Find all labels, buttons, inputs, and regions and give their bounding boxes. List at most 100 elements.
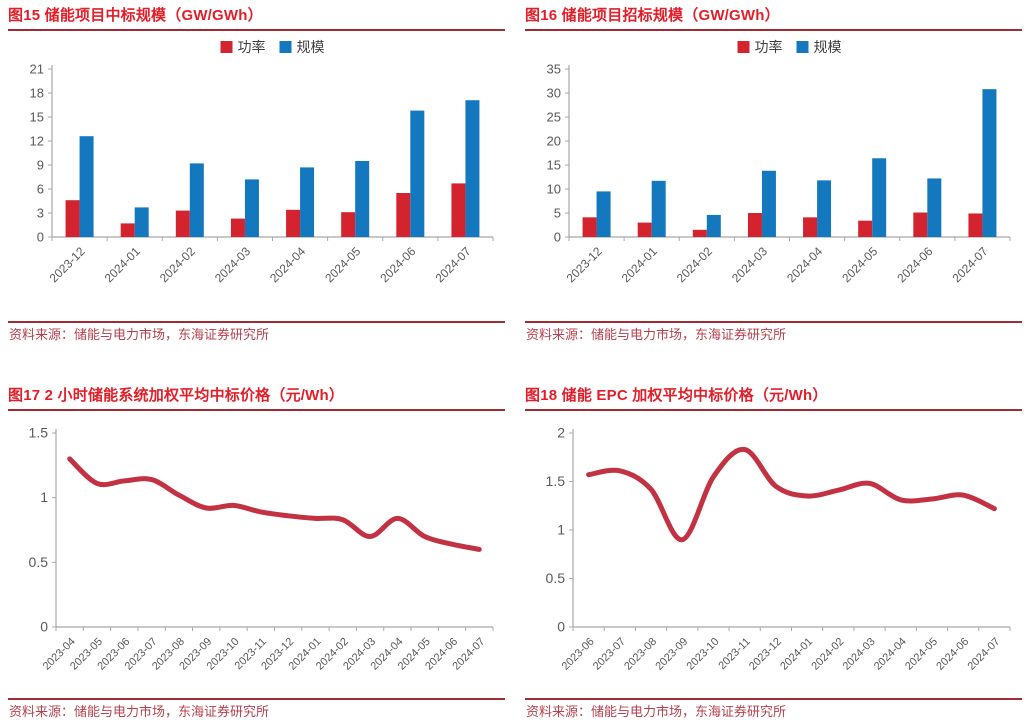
svg-text:功率: 功率 [755, 39, 783, 55]
bar-功率-2024-05 [341, 212, 356, 237]
bar-功率-2024-07 [968, 213, 983, 237]
svg-text:0: 0 [554, 230, 561, 245]
svg-text:2024-03: 2024-03 [729, 244, 770, 285]
price-line-series [586, 446, 997, 543]
svg-text:2024-02: 2024-02 [157, 244, 198, 285]
svg-text:15: 15 [547, 158, 561, 173]
bar-功率-2024-02 [692, 229, 707, 237]
fig16-source-divider [525, 321, 1022, 323]
bar-规模-2024-04 [817, 180, 832, 237]
fig17-source-note: 资料来源：储能与电力市场，东海证券研究所 [9, 704, 270, 719]
svg-text:0: 0 [557, 619, 565, 635]
line-chart-svg: 00.511.522023-062023-072023-082023-09202… [546, 425, 1011, 673]
svg-text:1.5: 1.5 [29, 425, 49, 441]
bar-功率-2024-04 [286, 209, 301, 237]
bar-规模-2023-12 [596, 191, 611, 237]
svg-text:2024-04: 2024-04 [784, 244, 825, 285]
svg-text:0: 0 [37, 230, 44, 245]
fig18-title: 图18 储能 EPC 加权平均中标价格（元/Wh） [525, 387, 828, 404]
svg-text:30: 30 [547, 86, 561, 101]
svg-text:2023-12: 2023-12 [747, 636, 784, 673]
bar-规模-2024-05 [355, 161, 370, 237]
bar-规模-2024-01 [134, 207, 149, 237]
fig17-line-chart: 0 0.5 1 1.5 2023-04 2023-05 2023-06 2023-07 2023… [8, 415, 505, 687]
panel-fig18: 图18 储能 EPC 加权平均中标价格（元/Wh） 0 0.5 1 1.5 2 2023-… [525, 386, 1022, 721]
svg-text:2024-07: 2024-07 [433, 244, 474, 285]
bar-功率-2024-07 [451, 183, 466, 237]
fig16-source-note: 资料来源：储能与电力市场，东海证券研究所 [526, 327, 787, 342]
price-line-series [67, 456, 482, 552]
bar-功率-2024-02 [175, 210, 190, 237]
svg-text:3: 3 [37, 206, 44, 221]
fig15-source-note: 资料来源：储能与电力市场，东海证券研究所 [9, 327, 270, 342]
bar-规模-2024-04 [300, 167, 315, 237]
fig16-title-divider [525, 29, 1022, 31]
svg-text:35: 35 [547, 62, 561, 77]
svg-text:2024-01: 2024-01 [619, 244, 660, 285]
bar-chart-svg: 0 5 10 15 20 25 30 35 2023-12 2024-01 2024-02 2024-… [547, 39, 1011, 285]
bar-规模-2024-03 [244, 179, 259, 237]
svg-text:2024-06: 2024-06 [934, 636, 971, 673]
svg-text:0: 0 [40, 619, 48, 635]
svg-text:规模: 规模 [297, 39, 325, 55]
svg-text:6: 6 [37, 182, 44, 197]
fig17-title-divider [8, 409, 505, 411]
bar-功率-2023-12 [65, 200, 80, 237]
bar-功率-2024-06 [913, 212, 928, 237]
bar-功率-2024-01 [120, 223, 135, 237]
svg-text:21: 21 [30, 62, 44, 77]
bar-chart-svg: 0 3 6 9 12 15 18 21 2023-12 2024-01 2024-02 2024-03… [30, 39, 494, 285]
legend-swatch-icon [796, 41, 809, 53]
svg-text:20: 20 [547, 134, 561, 149]
bar-规模-2024-07 [465, 100, 480, 237]
legend-swatch-icon [220, 41, 233, 53]
panel-fig17: 图17 2 小时储能系统加权平均中标价格（元/Wh） 0 0.5 1 1.5 2023-… [8, 386, 505, 721]
svg-text:10: 10 [547, 182, 561, 197]
bar-规模-2024-05 [872, 158, 887, 237]
svg-text:2023-12: 2023-12 [564, 244, 605, 285]
svg-text:2024-04: 2024-04 [267, 244, 308, 285]
bar-功率-2024-05 [858, 220, 873, 237]
svg-text:5: 5 [554, 206, 561, 221]
bar-功率-2024-03 [230, 218, 245, 237]
fig15-title-divider [8, 29, 505, 31]
svg-text:2023-07: 2023-07 [591, 636, 628, 673]
legend-item-规模: 规模 [796, 39, 842, 55]
svg-text:1: 1 [557, 522, 565, 538]
legend-swatch-icon [737, 41, 750, 53]
svg-text:2023-12: 2023-12 [47, 244, 88, 285]
panel-fig15: 图15 储能项目中标规模（GW/GWh） 0 3 6 9 12 15 18 21 2023-12… [8, 6, 505, 344]
svg-text:2023-08: 2023-08 [622, 636, 659, 673]
svg-text:2023-10: 2023-10 [685, 636, 722, 673]
svg-text:2024-01: 2024-01 [778, 636, 815, 673]
svg-text:2024-03: 2024-03 [841, 636, 878, 673]
svg-text:功率: 功率 [238, 39, 266, 55]
bar-规模-2023-12 [79, 136, 94, 237]
svg-text:2024-04: 2024-04 [872, 636, 909, 673]
bar-功率-2024-03 [747, 213, 762, 237]
svg-text:2023-11: 2023-11 [716, 636, 752, 672]
legend-item-功率: 功率 [220, 39, 266, 55]
svg-text:1: 1 [40, 489, 48, 505]
legend-swatch-icon [279, 41, 292, 53]
fig18-source-note: 资料来源：储能与电力市场，东海证券研究所 [526, 704, 787, 719]
svg-text:15: 15 [30, 110, 44, 125]
svg-text:0.5: 0.5 [29, 554, 49, 570]
line-chart-svg: 00.511.52023-042023-052023-062023-072023… [29, 425, 494, 673]
fig15-bar-chart: 0 3 6 9 12 15 18 21 2023-12 2024-01 2024-02 2024-03… [8, 33, 505, 301]
svg-text:2024-07: 2024-07 [965, 636, 1002, 673]
svg-text:1.5: 1.5 [546, 473, 566, 489]
fig15-source-divider [8, 321, 505, 323]
fig17-source-divider [8, 698, 505, 700]
fig18-title-divider [525, 409, 1022, 411]
legend-item-规模: 规模 [279, 39, 325, 55]
svg-text:2: 2 [557, 425, 565, 441]
svg-text:18: 18 [30, 86, 44, 101]
svg-text:0.5: 0.5 [546, 570, 566, 586]
bar-功率-2024-06 [396, 193, 411, 237]
svg-text:2024-06: 2024-06 [377, 244, 418, 285]
fig18-source-divider [525, 698, 1022, 700]
svg-text:2024-05: 2024-05 [903, 636, 940, 673]
